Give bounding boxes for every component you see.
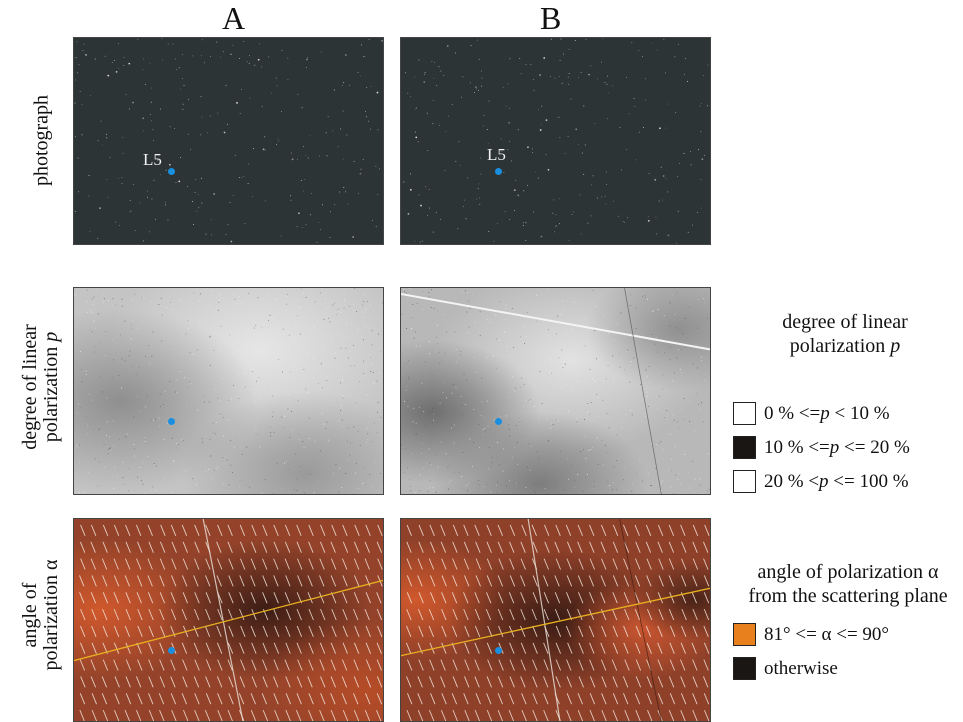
legend-swatch-black [733,436,756,459]
legend-swatch-otherwise [733,657,756,680]
row-label-angle: angle of polarization α [19,559,62,671]
photo-panel-b [400,37,711,245]
row-label-degree: degree of linear polarization p [19,324,62,450]
l5-marker-photo-b [495,168,502,175]
l5-marker-angle-b [495,647,502,654]
legend-degree-item-3: 20 % < p <= 100 % [733,470,909,493]
column-header-a: A [222,0,246,36]
legend-swatch-white-2 [733,470,756,493]
legend-degree-title: degree of linear polarization p [782,311,908,357]
degree-panel-a [73,287,384,495]
legend-swatch-orange [733,623,756,646]
legend-angle-item-2: otherwise [733,657,838,680]
l5-marker-degree-b [495,418,502,425]
photo-panel-a [73,37,384,245]
photo-a-stars [74,38,383,243]
angle-b-image [401,519,710,721]
row-label-photograph: photograph [30,94,53,187]
l5-label-a: L5 [143,150,162,169]
angle-a-image [74,519,383,721]
l5-label-b: L5 [487,145,506,164]
l5-marker-photo-a [168,168,175,175]
angle-panel-a [73,518,384,722]
legend-degree-item-2: 10 % <= p <= 20 % [733,436,910,459]
photo-b-stars [403,38,709,244]
degree-b-image [401,288,710,494]
degree-a-image [74,288,383,494]
legend-degree-item-1: 0 % <= p < 10 % [733,402,890,425]
legend-angle-title: angle of polarization α from the scatter… [748,561,948,607]
l5-marker-angle-a [168,647,175,654]
degree-panel-b [400,287,711,495]
legend-swatch-white [733,402,756,425]
angle-panel-b [400,518,711,722]
l5-marker-degree-a [168,418,175,425]
legend-angle-item-1: 81° <= α <= 90° [733,623,889,646]
column-header-b: B [540,0,562,36]
